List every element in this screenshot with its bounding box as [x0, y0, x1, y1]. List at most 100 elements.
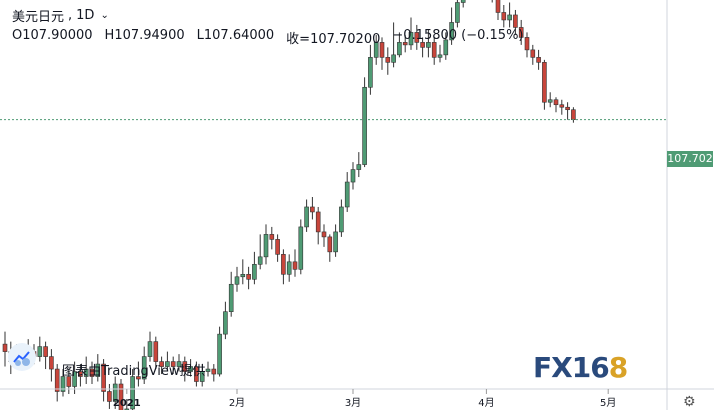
candle[interactable] [101, 359, 106, 402]
candle[interactable] [304, 199, 309, 232]
candle[interactable] [524, 32, 530, 58]
candle[interactable] [194, 361, 199, 387]
candle[interactable] [147, 331, 153, 362]
candle[interactable] [211, 364, 217, 382]
candle[interactable] [443, 32, 449, 60]
tradingview-credit[interactable]: 图表由TradingView提供 [62, 364, 206, 379]
candle[interactable] [460, 0, 466, 8]
candle[interactable] [397, 32, 402, 58]
candle[interactable] [571, 107, 576, 123]
candle[interactable] [321, 224, 327, 247]
candle[interactable] [449, 7, 454, 45]
candle[interactable] [217, 326, 222, 377]
candle[interactable] [391, 22, 396, 68]
candle[interactable] [153, 336, 159, 370]
candle[interactable] [170, 356, 176, 375]
candle[interactable] [286, 254, 292, 282]
candle[interactable] [228, 271, 234, 317]
candle[interactable] [547, 92, 553, 108]
candle[interactable] [43, 341, 48, 370]
candle[interactable] [385, 47, 391, 75]
candle[interactable] [165, 351, 170, 372]
candle[interactable] [159, 356, 164, 375]
candle[interactable] [54, 364, 60, 402]
candle[interactable] [542, 59, 547, 110]
candle[interactable] [518, 19, 524, 45]
candle[interactable] [362, 77, 367, 168]
candle[interactable] [49, 349, 54, 382]
candle[interactable] [565, 102, 570, 120]
candle[interactable] [333, 224, 338, 257]
candle[interactable] [78, 364, 83, 387]
candle[interactable] [420, 37, 425, 58]
candle[interactable] [536, 49, 541, 70]
candle[interactable] [327, 234, 333, 262]
candle[interactable] [60, 369, 66, 397]
candle[interactable] [507, 2, 512, 28]
candle[interactable] [199, 364, 205, 387]
candle[interactable] [402, 34, 408, 53]
candle[interactable] [182, 356, 188, 382]
candle[interactable] [130, 369, 135, 410]
candle-body-up [130, 376, 135, 410]
chevron-down-icon[interactable]: ⌄ [100, 10, 109, 21]
candle[interactable] [298, 219, 304, 275]
candle[interactable] [275, 234, 280, 262]
candle[interactable] [315, 206, 321, 245]
candle[interactable] [292, 249, 298, 277]
candle[interactable] [83, 356, 89, 385]
candle[interactable] [490, 0, 494, 3]
candle[interactable] [530, 44, 536, 65]
candle-body-up [455, 2, 460, 23]
candle[interactable] [223, 301, 228, 340]
candle[interactable] [107, 384, 112, 409]
candle[interactable] [89, 361, 95, 385]
candle[interactable] [373, 34, 379, 65]
candle[interactable] [240, 259, 246, 285]
candle-body-down [182, 361, 188, 372]
interval-label[interactable]: 1D [76, 8, 95, 23]
candle[interactable] [246, 266, 251, 290]
candle[interactable] [2, 331, 8, 367]
candle[interactable] [437, 44, 443, 63]
candle[interactable] [368, 44, 373, 95]
candle[interactable] [66, 369, 72, 394]
candle[interactable] [281, 249, 286, 285]
candle[interactable] [188, 359, 193, 377]
candle[interactable] [234, 266, 240, 292]
candle[interactable] [379, 37, 385, 70]
candle[interactable] [553, 97, 559, 113]
candle[interactable] [356, 152, 362, 178]
candle[interactable] [37, 336, 43, 362]
candle[interactable] [350, 162, 356, 190]
candle[interactable] [414, 24, 420, 50]
candle-body-down [54, 368, 60, 392]
candle[interactable] [431, 37, 437, 65]
candle[interactable] [136, 361, 141, 387]
candle[interactable] [205, 361, 211, 377]
candle[interactable] [344, 172, 350, 212]
candle[interactable] [257, 234, 263, 270]
candle[interactable] [141, 346, 147, 385]
candle[interactable] [408, 17, 414, 50]
candle[interactable] [559, 99, 565, 115]
candle[interactable] [269, 226, 275, 250]
candle[interactable] [513, 9, 518, 35]
candle[interactable] [339, 199, 344, 237]
gear-icon[interactable]: ⚙ [683, 394, 696, 410]
candle[interactable] [501, 4, 507, 28]
candle[interactable] [263, 224, 269, 265]
candle[interactable] [426, 29, 431, 58]
tradingview-logo-icon[interactable] [8, 343, 36, 371]
candle[interactable] [95, 354, 101, 382]
candle[interactable] [118, 379, 124, 410]
candle[interactable] [124, 398, 130, 410]
candle[interactable] [112, 376, 118, 409]
candle[interactable] [310, 196, 315, 220]
candle[interactable] [252, 251, 257, 285]
candle-body-up [286, 261, 292, 275]
candle[interactable] [176, 354, 182, 372]
candle[interactable] [455, 0, 460, 28]
candle[interactable] [495, 0, 501, 20]
